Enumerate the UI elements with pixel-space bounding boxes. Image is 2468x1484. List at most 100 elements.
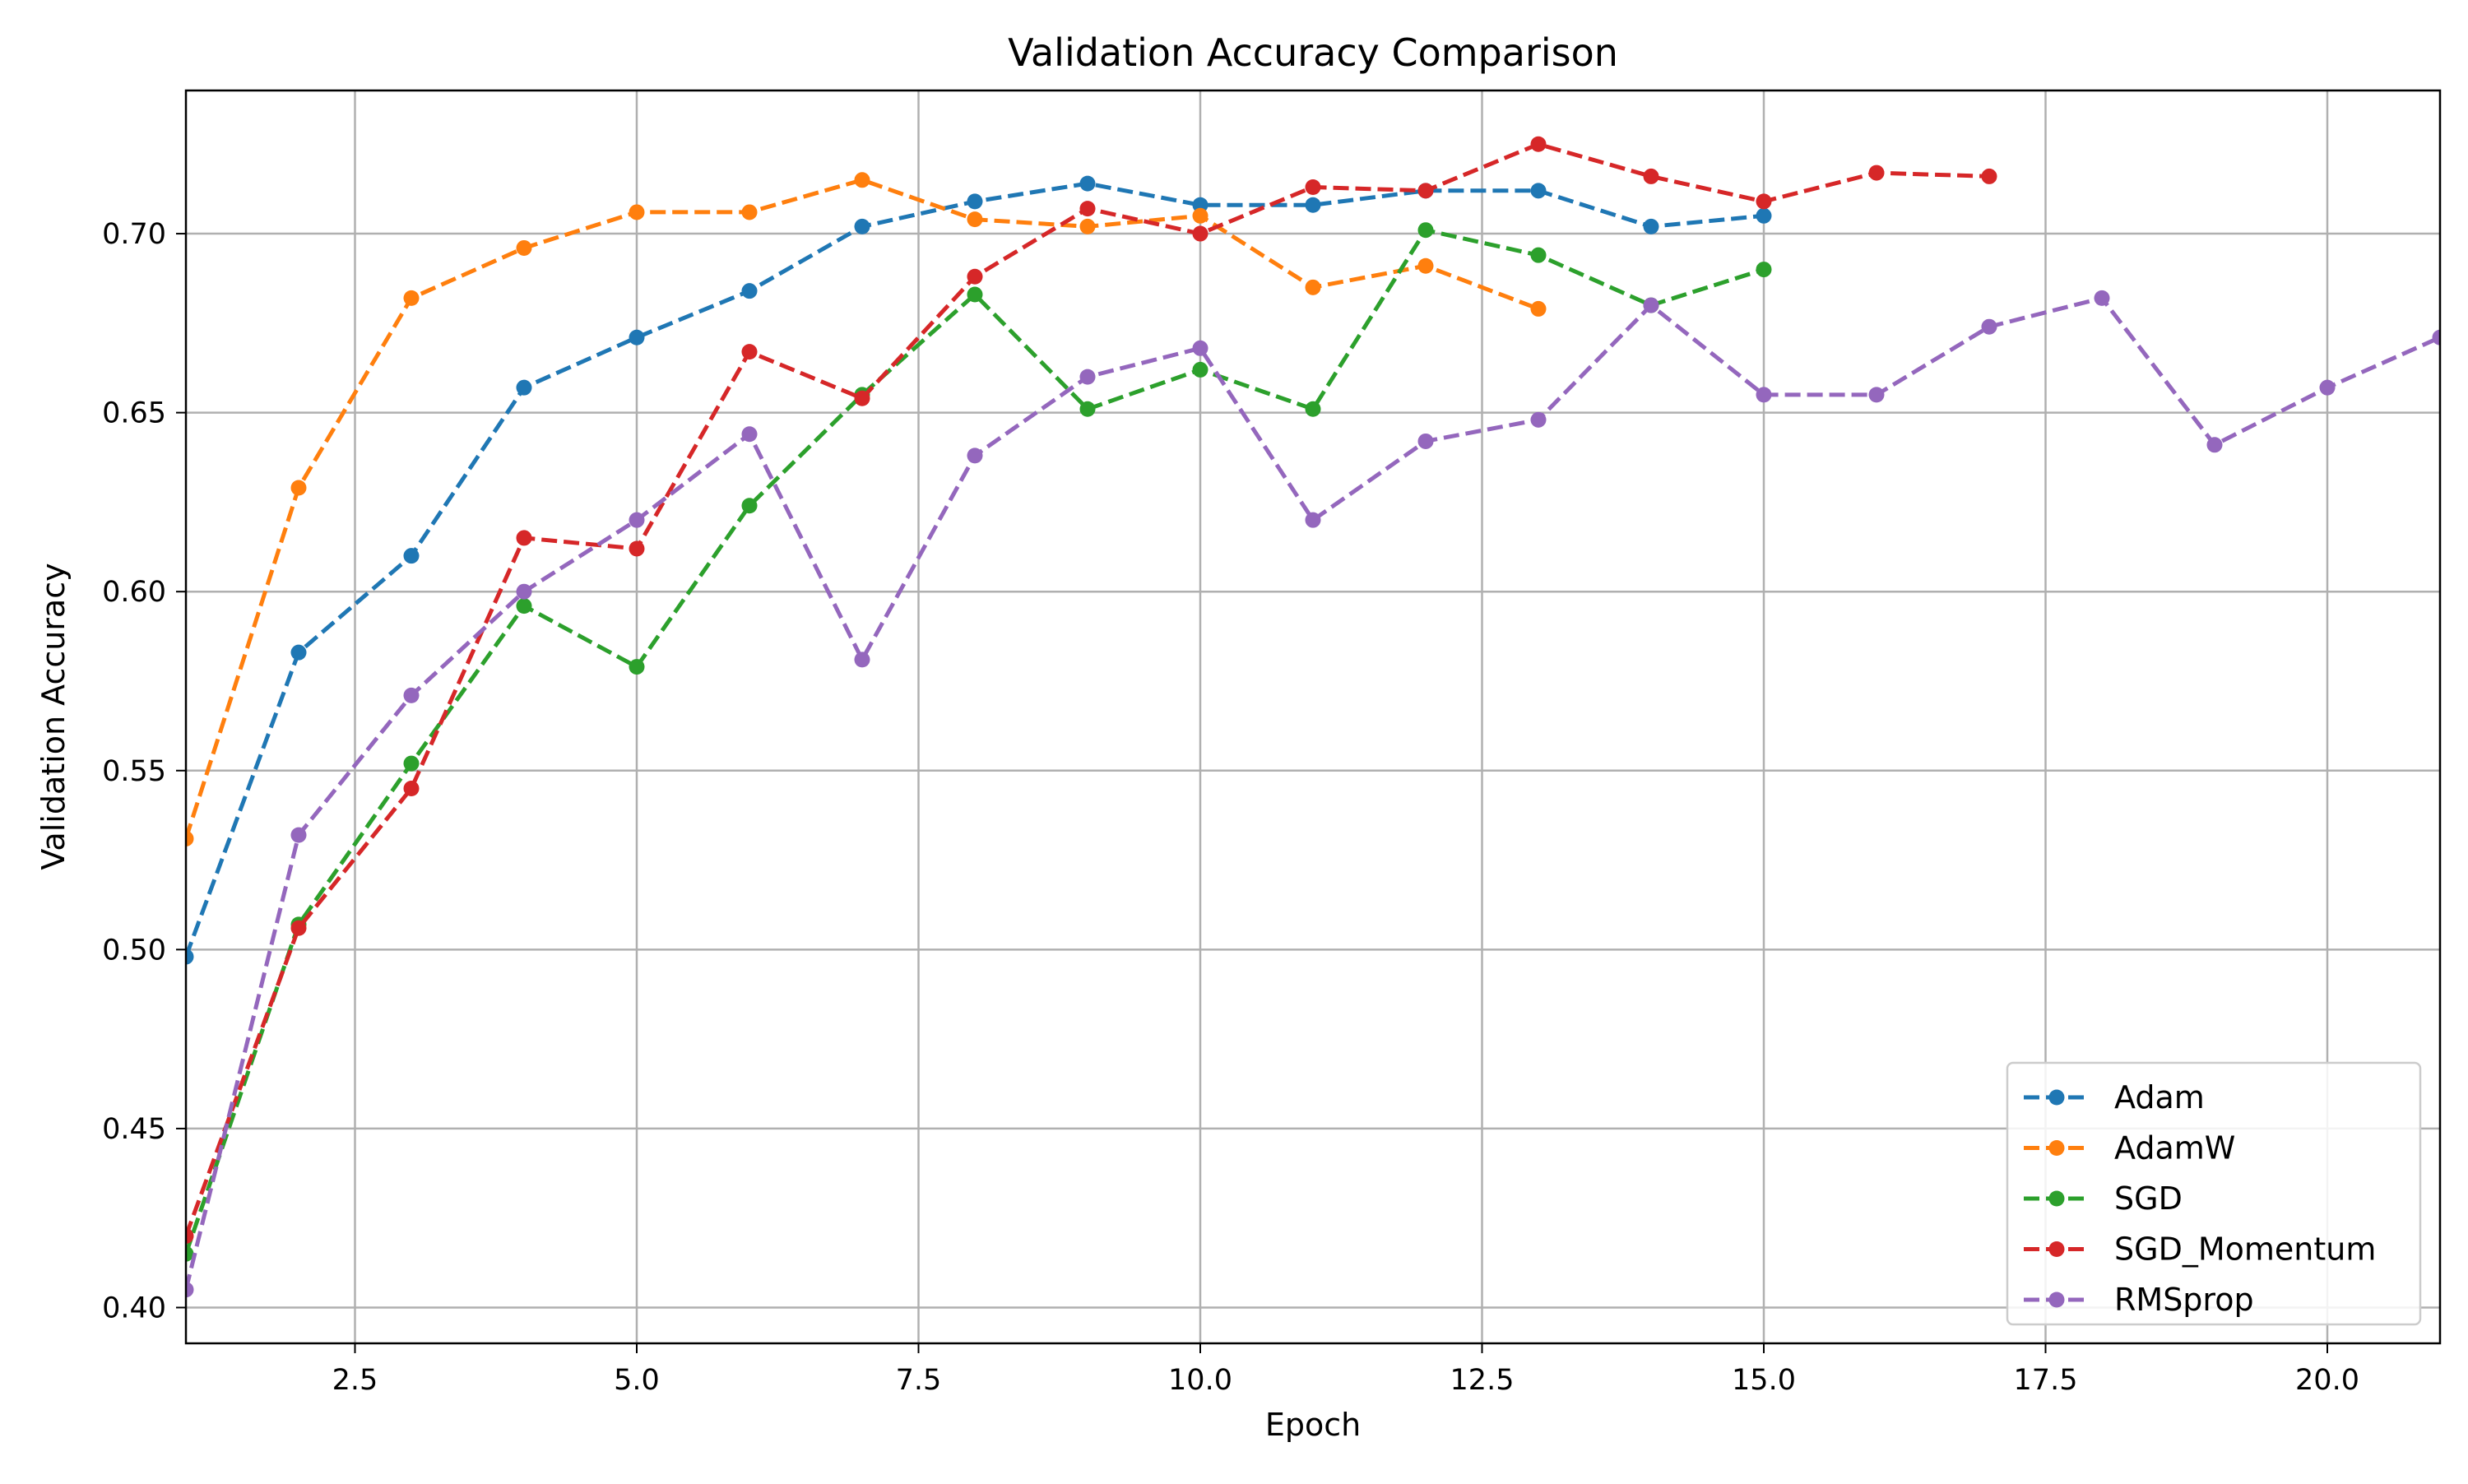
series-layer <box>186 136 2440 1298</box>
data-point-sgd-momentum <box>1643 168 1659 184</box>
data-point-rmsprop <box>1305 512 1321 528</box>
data-point-rmsprop <box>1417 433 1434 449</box>
y-tick-label: 0.45 <box>102 1113 166 1146</box>
data-point-adam <box>1756 207 1772 224</box>
legend-marker-sgd <box>2048 1190 2065 1207</box>
x-tick-label: 10.0 <box>1168 1364 1232 1397</box>
data-point-rmsprop <box>1868 387 1885 403</box>
series-sgd-momentum <box>186 136 1997 1244</box>
data-point-adamw <box>967 211 983 228</box>
legend-label-adamw: AdamW <box>2114 1130 2235 1166</box>
data-point-sgd-momentum <box>741 344 758 360</box>
data-point-adam <box>290 644 307 661</box>
x-tick-label: 15.0 <box>1732 1364 1796 1397</box>
data-point-sgd <box>967 286 983 303</box>
data-point-sgd-momentum <box>1305 179 1321 195</box>
data-point-sgd <box>1417 222 1434 239</box>
data-point-sgd-momentum <box>854 390 870 406</box>
x-axis-label: Epoch <box>1265 1407 1361 1443</box>
legend-item-adamw: AdamW <box>2024 1130 2235 1166</box>
data-point-adam <box>403 548 420 564</box>
y-tick-label: 0.70 <box>102 218 166 251</box>
legend-marker-rmsprop <box>2048 1292 2065 1308</box>
data-point-adam <box>741 283 758 299</box>
data-point-adamw <box>1079 218 1096 234</box>
legend-marker-sgd-momentum <box>2048 1241 2065 1257</box>
series-adamw <box>186 172 1547 846</box>
data-point-sgd-momentum <box>1868 165 1885 181</box>
data-point-sgd-momentum <box>1530 136 1547 152</box>
data-point-rmsprop <box>1530 411 1547 428</box>
legend-marker-adamw <box>2048 1140 2065 1156</box>
data-point-sgd-momentum <box>516 530 532 546</box>
data-point-adamw <box>1192 207 1208 224</box>
data-point-sgd <box>403 755 420 772</box>
y-tick-label: 0.50 <box>102 934 166 967</box>
data-point-sgd-momentum <box>1079 201 1096 217</box>
data-point-rmsprop <box>1192 340 1208 356</box>
x-tick-label: 12.5 <box>1450 1364 1515 1397</box>
data-point-adamw <box>854 172 870 188</box>
data-point-adamw <box>516 239 532 256</box>
data-point-adam <box>516 379 532 396</box>
data-point-sgd-momentum <box>967 268 983 285</box>
chart-title: Validation Accuracy Comparison <box>1008 30 1618 75</box>
data-point-adamw <box>1305 279 1321 295</box>
data-point-rmsprop <box>290 827 307 843</box>
data-point-adamw <box>290 480 307 496</box>
data-point-sgd <box>516 598 532 614</box>
data-point-rmsprop <box>2094 290 2110 306</box>
data-point-adamw <box>403 290 420 306</box>
data-point-rmsprop <box>854 652 870 668</box>
legend-label-sgd-momentum: SGD_Momentum <box>2114 1231 2376 1268</box>
data-point-rmsprop <box>1643 297 1659 313</box>
data-point-adamw <box>1417 257 1434 274</box>
data-point-sgd <box>629 659 645 675</box>
x-tick-label: 17.5 <box>2014 1364 2078 1397</box>
data-point-sgd <box>1530 247 1547 263</box>
data-point-adam <box>1530 183 1547 199</box>
legend-marker-adam <box>2048 1089 2065 1106</box>
data-point-sgd-momentum <box>1756 193 1772 210</box>
legend-label-adam: Adam <box>2114 1079 2205 1115</box>
series-rmsprop <box>186 290 2440 1298</box>
data-point-rmsprop <box>403 687 420 703</box>
data-point-adam <box>967 193 983 210</box>
data-point-sgd <box>1079 401 1096 417</box>
data-point-sgd-momentum <box>1417 183 1434 199</box>
legend-item-sgd: SGD <box>2024 1180 2183 1217</box>
data-point-adam <box>1192 197 1208 213</box>
data-point-sgd-momentum <box>403 781 420 797</box>
legend-item-rmsprop: RMSprop <box>2024 1282 2254 1318</box>
x-tick-label: 2.5 <box>332 1364 378 1397</box>
legend-item-adam: Adam <box>2024 1079 2205 1115</box>
plot-frame <box>184 89 2442 1345</box>
series-line-rmsprop <box>186 295 2440 1291</box>
data-point-sgd <box>1192 361 1208 378</box>
data-point-rmsprop <box>2206 437 2223 453</box>
legend-box <box>2006 1061 2422 1326</box>
legend-item-sgd-momentum: SGD_Momentum <box>2024 1231 2376 1268</box>
legend-label-sgd: SGD <box>2114 1180 2183 1217</box>
data-point-sgd-momentum <box>290 920 307 936</box>
data-point-adam <box>1643 218 1659 234</box>
data-point-rmsprop <box>967 448 983 464</box>
y-axis-label: Validation Accuracy <box>35 563 72 870</box>
y-tick-label: 0.55 <box>102 755 166 788</box>
data-point-adamw <box>629 204 645 220</box>
data-point-rmsprop <box>1981 318 1997 335</box>
data-point-adam <box>186 948 194 965</box>
data-point-adam <box>1305 197 1321 213</box>
data-point-adamw <box>741 204 758 220</box>
legend-label-rmsprop: RMSprop <box>2114 1282 2254 1318</box>
ticks: 2.5 5.0 7.5 10.0 12.5 15.0 17.5 20.0 0.40 0.45 0.5… <box>102 218 2359 1397</box>
data-point-sgd-momentum <box>1981 168 1997 184</box>
data-point-rmsprop <box>1079 369 1096 385</box>
data-point-rmsprop <box>2319 379 2336 396</box>
y-tick-label: 0.40 <box>102 1292 166 1324</box>
x-tick-label: 7.5 <box>896 1364 942 1397</box>
data-point-sgd <box>741 498 758 514</box>
data-point-sgd <box>1305 401 1321 417</box>
